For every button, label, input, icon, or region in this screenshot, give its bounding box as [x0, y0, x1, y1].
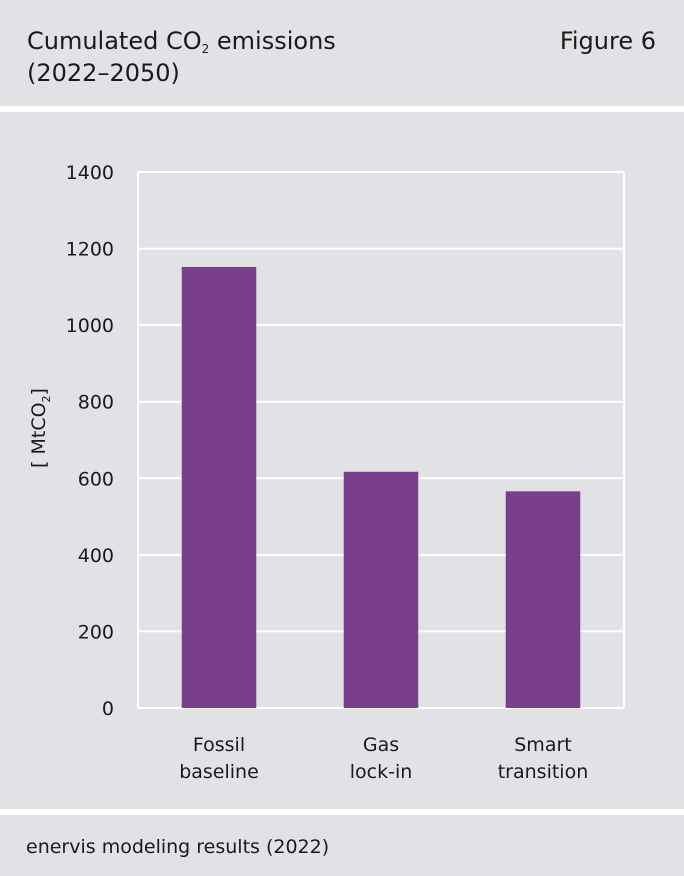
- chart-title: Cumulated CO2 emissions (2022–2050): [27, 25, 336, 89]
- bar-chart: 0 200 400 600 800 1000 1200 1400 Fossil baseline…: [28, 162, 625, 783]
- y-tick-label: 200: [78, 621, 114, 643]
- x-tick-label: Gas lock-in: [350, 734, 413, 783]
- title-subscript: 2: [201, 42, 210, 56]
- title-line-1: Cumulated CO2 emissions: [27, 25, 336, 57]
- source-note: enervis modeling results (2022): [26, 836, 330, 858]
- y-tick-label: 400: [78, 545, 114, 567]
- footer-panel: enervis modeling results (2022): [0, 815, 684, 876]
- x-tick-label: Fossil baseline: [179, 734, 259, 783]
- title-suffix: emissions: [209, 27, 336, 55]
- y-tick-label: 1000: [66, 315, 114, 337]
- y-axis-label: [ MtCO2]: [28, 388, 53, 468]
- header-panel: Cumulated CO2 emissions (2022–2050) Figu…: [0, 0, 684, 106]
- y-tick-label: 0: [102, 698, 114, 720]
- bar-fossil-baseline: [181, 266, 257, 708]
- y-tick-label: 800: [78, 392, 114, 414]
- y-tick-label: 1200: [66, 239, 114, 261]
- bars: [181, 266, 581, 708]
- bar-smart-transition: [505, 491, 581, 708]
- bar-gas-lock-in: [343, 471, 419, 708]
- title-line-2: (2022–2050): [27, 59, 180, 87]
- y-tick-labels: 0 200 400 600 800 1000 1200 1400: [66, 162, 114, 720]
- y-axis-label-subscript: 2: [40, 395, 53, 402]
- y-axis-label-suffix: ]: [28, 388, 50, 395]
- y-axis-label-prefix: [ MtCO: [28, 402, 50, 468]
- y-tick-label: 600: [78, 468, 114, 490]
- chart-panel: 0 200 400 600 800 1000 1200 1400 Fossil baseline…: [0, 112, 684, 809]
- y-tick-label: 1400: [66, 162, 114, 184]
- figure-label: Figure 6: [559, 27, 656, 55]
- title-prefix: Cumulated CO: [27, 27, 202, 55]
- x-tick-labels: Fossil baseline Gas lock-in Smart transition: [179, 734, 588, 783]
- x-tick-label: Smart transition: [498, 734, 589, 783]
